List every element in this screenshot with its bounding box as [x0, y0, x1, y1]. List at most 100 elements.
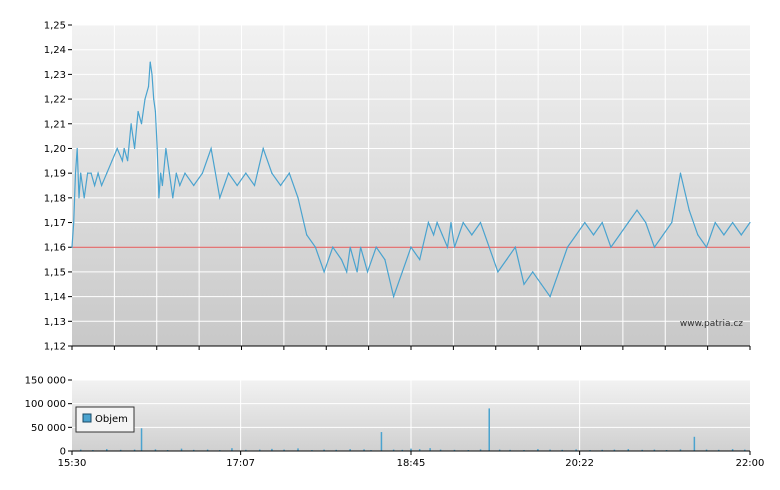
- price-point: [158, 197, 160, 199]
- price-point: [353, 258, 355, 261]
- price-point: [471, 234, 473, 236]
- volume-bar: [245, 449, 247, 451]
- price-y-tick-label: 1,13: [44, 317, 66, 328]
- price-y-tick-label: 1,15: [44, 267, 66, 278]
- price-y-tick-label: 1,18: [44, 193, 66, 204]
- volume-bar: [392, 449, 395, 451]
- price-y-tick-label: 1,21: [44, 119, 66, 130]
- price-point: [453, 246, 456, 248]
- price-point: [433, 234, 435, 236]
- legend-label: Objem: [95, 414, 128, 425]
- price-point: [688, 209, 690, 211]
- price-point: [201, 172, 203, 174]
- volume-bar: [453, 449, 456, 451]
- price-point: [172, 197, 174, 199]
- volume-bar: [641, 449, 643, 451]
- volume-bar: [744, 449, 746, 451]
- price-point: [271, 172, 273, 174]
- price-point: [393, 296, 395, 298]
- price-point: [193, 184, 195, 187]
- price-point: [375, 246, 377, 248]
- volume-bar: [119, 449, 122, 451]
- price-point: [153, 98, 155, 100]
- price-point: [575, 234, 577, 236]
- price-point: [236, 184, 238, 187]
- price-point: [523, 283, 525, 285]
- price-point: [592, 234, 595, 236]
- price-point: [116, 147, 118, 150]
- price-point: [514, 246, 516, 248]
- price-point: [71, 246, 73, 248]
- volume-bar: [206, 449, 209, 451]
- volume-legend: Objem: [75, 406, 135, 433]
- price-point: [144, 98, 146, 100]
- legend-swatch: [82, 413, 92, 423]
- price-point: [441, 234, 443, 236]
- price-point: [90, 172, 92, 174]
- price-point: [97, 172, 99, 174]
- volume-y-tick-label: 0: [60, 447, 66, 458]
- price-point: [601, 221, 603, 224]
- volume-bar: [561, 449, 563, 451]
- price-point: [446, 246, 449, 248]
- price-y-tick-label: 1,16: [44, 243, 66, 254]
- price-point: [123, 147, 125, 150]
- volume-bar: [429, 448, 431, 451]
- price-point: [323, 271, 325, 273]
- price-point: [87, 172, 89, 174]
- price-point: [149, 61, 151, 63]
- price-point: [253, 184, 256, 187]
- price-point: [346, 271, 348, 273]
- volume-bar: [509, 449, 511, 451]
- price-point: [160, 172, 162, 174]
- volume-bar: [488, 408, 490, 451]
- volume-bar: [192, 449, 195, 451]
- volume-y-axis: 0 50 000 100 000 150 000: [25, 376, 72, 458]
- price-point: [627, 221, 629, 224]
- price-point: [488, 246, 490, 248]
- volume-bar: [297, 448, 299, 451]
- price-point: [288, 172, 290, 174]
- volume-bar: [679, 449, 682, 451]
- price-point: [479, 221, 482, 224]
- price-point: [74, 172, 77, 174]
- volume-bar: [439, 449, 442, 451]
- price-point: [219, 197, 221, 199]
- volume-bar: [259, 449, 261, 451]
- price-point: [73, 221, 75, 224]
- price-point: [636, 209, 638, 211]
- price-point: [697, 234, 699, 236]
- x-tick-label: 22:00: [736, 458, 765, 469]
- volume-bar: [410, 448, 412, 451]
- price-point: [384, 258, 386, 261]
- price-point: [359, 246, 362, 248]
- price-point: [306, 234, 308, 236]
- price-point: [147, 86, 150, 88]
- price-point: [671, 221, 673, 224]
- price-point: [137, 110, 139, 113]
- price-point: [165, 147, 167, 150]
- price-point: [210, 147, 212, 150]
- price-y-tick-label: 1,19: [44, 169, 66, 180]
- price-y-tick-label: 1,20: [44, 144, 66, 155]
- price-point: [297, 197, 299, 199]
- price-point: [401, 271, 403, 273]
- price-point: [154, 110, 157, 113]
- x-tick-label: 17:07: [226, 458, 255, 469]
- price-point: [540, 283, 542, 285]
- price-y-tick-label: 1,24: [44, 45, 66, 56]
- price-point: [179, 184, 181, 187]
- price-point: [262, 147, 264, 150]
- price-point: [356, 271, 358, 273]
- price-point: [130, 123, 132, 125]
- volume-bar: [653, 449, 656, 451]
- price-point: [78, 197, 80, 199]
- volume-bar: [401, 449, 404, 451]
- volume-bar: [498, 449, 501, 451]
- volume-bar: [731, 449, 734, 451]
- volume-bar: [537, 449, 539, 451]
- price-point: [184, 172, 186, 174]
- volume-bar: [380, 432, 383, 451]
- price-y-tick-label: 1,12: [44, 342, 66, 353]
- price-point: [497, 271, 499, 273]
